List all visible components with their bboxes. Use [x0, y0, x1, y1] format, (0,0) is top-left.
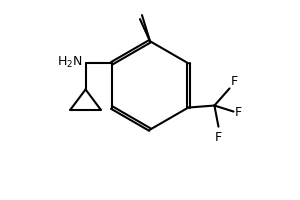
Text: F: F	[235, 106, 242, 118]
Text: H$_2$N: H$_2$N	[57, 54, 82, 70]
Text: F: F	[215, 130, 222, 143]
Text: F: F	[231, 75, 238, 88]
